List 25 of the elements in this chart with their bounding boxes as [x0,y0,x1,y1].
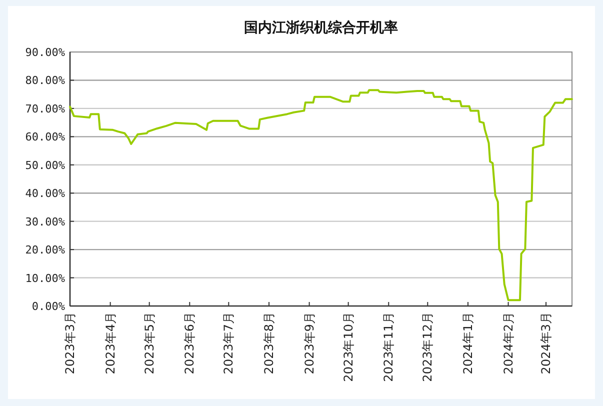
x-tick-label: 2023年12月 [420,312,435,382]
line-series [69,89,573,302]
y-tick-label: 80.00% [25,74,66,88]
x-tick-label: 2023年9月 [302,312,316,374]
y-tick-label: 60.00% [25,130,66,144]
x-tick-label: 2024年2月 [501,312,516,374]
y-tick-label: 90.00% [25,46,66,59]
x-tick-label: 2023年4月 [103,312,118,374]
x-tick-label: 2023年7月 [222,312,236,374]
x-tick-label: 2023年10月 [341,312,356,382]
y-tick-label: 70.00% [25,102,66,116]
y-tick-label: 50.00% [25,158,66,172]
y-tick-label: 20.00% [25,244,66,257]
x-tick-label: 2024年1月 [460,312,475,374]
y-tick-label: 40.00% [25,187,66,200]
x-tick-label: 2023年8月 [262,312,276,374]
y-tick-label: 10.00% [25,272,66,285]
x-tick-label: 2023年11月 [382,312,396,382]
x-tick-label: 2023年3月 [63,312,77,374]
x-tick-label: 2023年6月 [182,312,197,374]
chart-title: 国内江浙织机综合开机率 [244,19,398,36]
y-tick-label: 0.00% [32,300,66,313]
y-tick-label: 30.00% [25,215,66,228]
x-tick-label: 2023年5月 [142,312,156,374]
x-tick-label: 2024年3月 [538,312,553,374]
